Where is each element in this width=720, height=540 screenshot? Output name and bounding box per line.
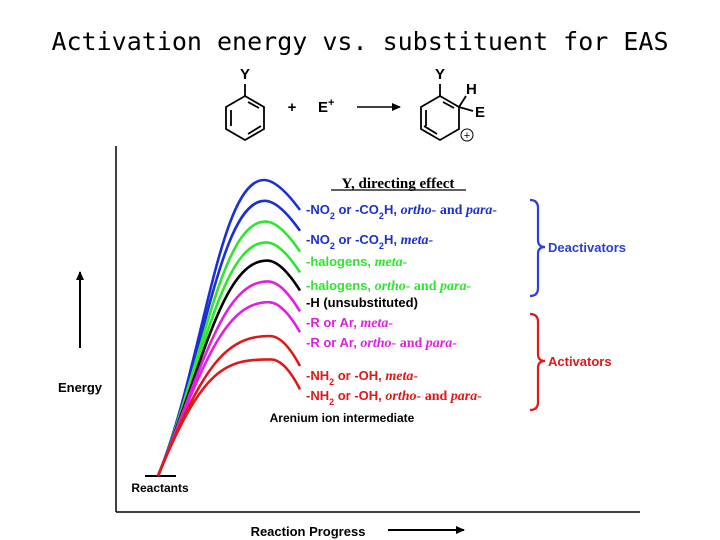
energy-curve: [156, 259, 302, 477]
legend-row: -NO2 or -CO2H, meta-: [306, 232, 434, 251]
energy-curve: [156, 178, 302, 477]
activators-label: Activators: [548, 354, 612, 369]
plus-sign: +: [288, 99, 297, 116]
legend-title: Y, directing effect: [342, 176, 455, 192]
x-axis-label: Reaction Progress: [251, 524, 366, 539]
page-title: Activation energy vs. substituent for EA…: [51, 27, 668, 56]
legend-row: -R or Ar, meta-: [306, 315, 393, 331]
legend-rows: -NO2 or -CO2H, ortho- and para- -NO2 or -…: [306, 202, 497, 407]
electrophile-label: E+: [318, 97, 334, 116]
reactants-label: Reactants: [131, 481, 189, 495]
energy-curve: [156, 334, 302, 477]
energy-curves: [156, 178, 302, 477]
legend-row: -H (unsubstituted): [306, 295, 418, 310]
substituent-y-label: Y: [240, 66, 250, 83]
arenium-h-label: H: [466, 81, 477, 98]
arenium-e-label: E: [475, 104, 485, 121]
arenium-ion-structure: Y H E +: [420, 66, 485, 142]
energy-curve: [156, 241, 302, 477]
intermediate-label: Arenium ion intermediate: [270, 411, 415, 425]
activators-bracket: [529, 312, 546, 412]
arenium-y-label: Y: [435, 66, 445, 83]
legend-row: -halogens, meta-: [306, 254, 408, 270]
benzene-structure: Y: [225, 66, 265, 142]
legend-row: -R or Ar, ortho- and para-: [306, 335, 457, 351]
legend-row: -halogens, ortho- and para-: [306, 278, 471, 294]
energy-curve: [156, 280, 302, 477]
y-axis-label: Energy: [58, 380, 103, 395]
legend-row: -NH2 or -OH, meta-: [306, 368, 418, 387]
deactivators-bracket: [529, 198, 546, 298]
reaction-scheme: Y + E+ Y H E +: [225, 66, 485, 142]
deactivators-label: Deactivators: [548, 240, 626, 255]
legend-row: -NO2 or -CO2H, ortho- and para-: [306, 202, 497, 221]
cation-charge-sign: +: [464, 130, 470, 142]
energy-curve: [156, 358, 302, 477]
energy-curve: [156, 300, 302, 477]
cation-charge-circle: [460, 128, 474, 142]
legend-row: -NH2 or -OH, ortho- and para-: [306, 388, 482, 407]
